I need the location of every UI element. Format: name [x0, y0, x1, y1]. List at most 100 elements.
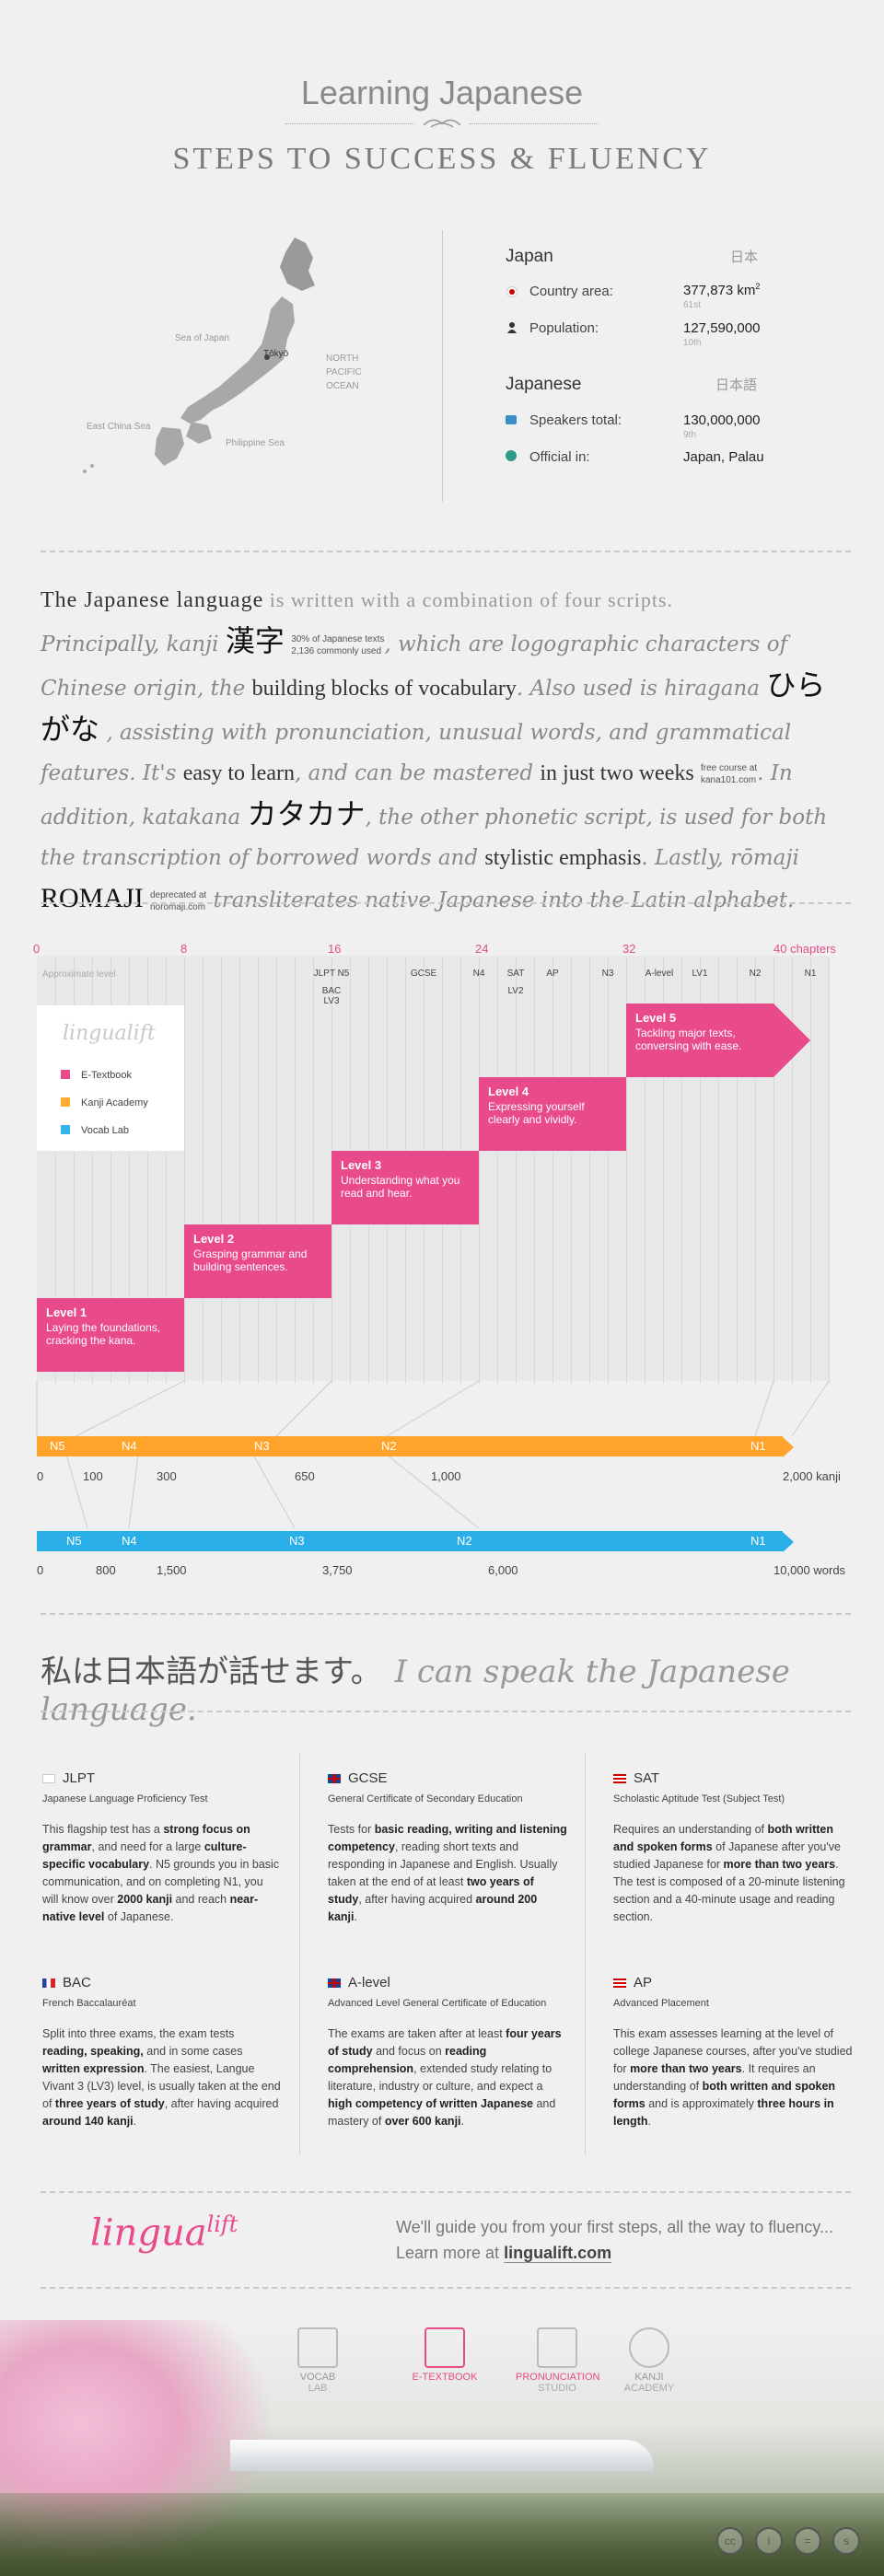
exam-name: BAC [63, 1975, 91, 1990]
grid-line [110, 957, 111, 1383]
grid-line [313, 957, 314, 1383]
exam-body: The exams are taken after at least four … [328, 2027, 562, 2128]
exam-body: Split into three exams, the exam tests r… [42, 2027, 281, 2128]
grid-line [663, 957, 664, 1383]
grid-line [166, 957, 167, 1383]
flag-icon [613, 1774, 626, 1783]
product-icon [297, 2327, 338, 2368]
exam-subtitle: General Certificate of Secondary Educati… [328, 1793, 523, 1804]
product-logo[interactable]: VOCAB LAB [276, 2327, 359, 2394]
exam-body: Requires an understanding of both writte… [613, 1823, 845, 1923]
level-marker-label: N3 [601, 969, 614, 979]
kanji-mark: N4 [122, 1439, 137, 1453]
vocab-number: 6,000 [488, 1563, 518, 1577]
approx-level-label: Approximate level [42, 969, 116, 980]
phrase-jp: 私は日本語が話せます。 [41, 1654, 382, 1690]
axis-tick-label: 40 chapters [774, 942, 836, 956]
scripts-paragraph: The Japanese language is written with a … [41, 588, 828, 913]
axis-tick-label: 8 [180, 942, 188, 956]
level-marker-label: GCSE [410, 969, 437, 979]
grid-line [718, 957, 719, 1383]
exam-title: JLPT [42, 1770, 282, 1787]
legend-swatch [61, 1125, 70, 1134]
kanji-mark: N1 [750, 1439, 766, 1453]
license-icon: s [832, 2527, 860, 2555]
product-logo[interactable]: E-TEXTBOOK [403, 2327, 486, 2383]
grid-line [534, 957, 535, 1383]
flag-icon [613, 1978, 626, 1988]
phrase: 私は日本語が話せます。 I can speak the Japanese lang… [41, 1646, 884, 1728]
japan-flag-icon [506, 286, 518, 297]
grid-line [147, 957, 148, 1383]
map-label: East China Sea [87, 422, 151, 432]
legend-swatch [61, 1070, 70, 1079]
divider [285, 123, 414, 124]
kanji-number: 0 [37, 1469, 44, 1483]
kanji-number: 1,000 [431, 1469, 461, 1483]
grid-line [258, 957, 259, 1383]
grid-line [276, 957, 277, 1383]
speech-bubble-icon [506, 415, 517, 424]
exam-title: AP [613, 1974, 853, 1991]
section-divider [41, 551, 851, 552]
official-label: Official in: [529, 449, 590, 465]
divider [585, 1754, 586, 2154]
grid-line [221, 957, 222, 1383]
axis-tick-label: 32 [622, 942, 636, 956]
grid-line [829, 957, 830, 1383]
exam-subtitle: Advanced Level General Certificate of Ed… [328, 1998, 547, 2009]
license-icon: i [755, 2527, 783, 2555]
grid-line [792, 957, 793, 1383]
country-title: Japan [506, 247, 553, 266]
kanji-bar-arrow [783, 1437, 794, 1457]
kanji-mark: N2 [381, 1439, 397, 1453]
grid-line [681, 957, 682, 1383]
speakers-label: Speakers total: [529, 412, 622, 428]
level-box: Level 1 Laying the foundations, cracking … [37, 1298, 184, 1372]
chart-legend: lingualift E-Textbook Kanji Academy Vocab … [37, 1005, 184, 1151]
level-box: Level 5 Tackling major texts, conversing … [626, 1004, 774, 1077]
level-marker-label: JLPT N5 [313, 969, 350, 979]
grid-line [239, 957, 240, 1383]
exam-name: JLPT [63, 1770, 96, 1786]
kanji-number: 100 [83, 1469, 103, 1483]
level-title: Level 3 [341, 1158, 382, 1172]
grid-line [645, 957, 646, 1383]
vocab-number: 0 [37, 1563, 44, 1577]
grid-line [810, 957, 811, 1383]
exam-card: BAC French Baccalauréat Split into three e… [42, 1974, 282, 2130]
product-name: VOCAB [299, 2372, 336, 2383]
level-box: Level 3 Understanding what you read and h… [332, 1151, 479, 1224]
exam-name: SAT [634, 1770, 660, 1786]
level-marker-label: SAT [506, 969, 525, 979]
divider [299, 1754, 300, 2154]
map-label: Tōkyō [263, 349, 289, 359]
product-logo[interactable]: PRONUNCIATION STUDIO [516, 2327, 599, 2394]
grid-line [516, 957, 517, 1383]
license-icon: cc [716, 2527, 744, 2555]
axis-tick-label: 0 [33, 942, 41, 956]
language-title: Japanese [506, 375, 582, 394]
grid-line [74, 957, 75, 1383]
exam-body: Tests for basic reading, writing and lis… [328, 1823, 567, 1923]
exam-card: A-level Advanced Level General Certificat… [328, 1974, 567, 2130]
grid-line [589, 957, 590, 1383]
lingualift-logo[interactable]: lingualift [90, 2211, 238, 2255]
person-icon [507, 321, 517, 333]
legend-label: Vocab Lab [81, 1125, 129, 1136]
exam-title: BAC [42, 1974, 282, 1991]
level-marker-label: BAC LV3 [321, 986, 342, 1006]
legend-item: E-Textbook [61, 1070, 132, 1081]
level-text: Tackling major texts, conversing with ea… [635, 1027, 742, 1052]
level-marker-label: A-level [645, 969, 674, 979]
country-jp: 日本 [730, 249, 759, 265]
japan-map [74, 230, 396, 488]
license-icon: = [794, 2527, 821, 2555]
kanji-bar: N5 N4 N3 N2 N1 [37, 1436, 783, 1456]
ornament-icon [422, 116, 462, 131]
chart-connectors [36, 1381, 830, 1529]
exam-body: This exam assesses learning at the level… [613, 2027, 853, 2128]
lingualift-link[interactable]: lingualift.com [504, 2244, 612, 2263]
level-marker-label: N4 [472, 969, 485, 979]
product-logo[interactable]: KANJI ACADEMY [608, 2327, 691, 2394]
